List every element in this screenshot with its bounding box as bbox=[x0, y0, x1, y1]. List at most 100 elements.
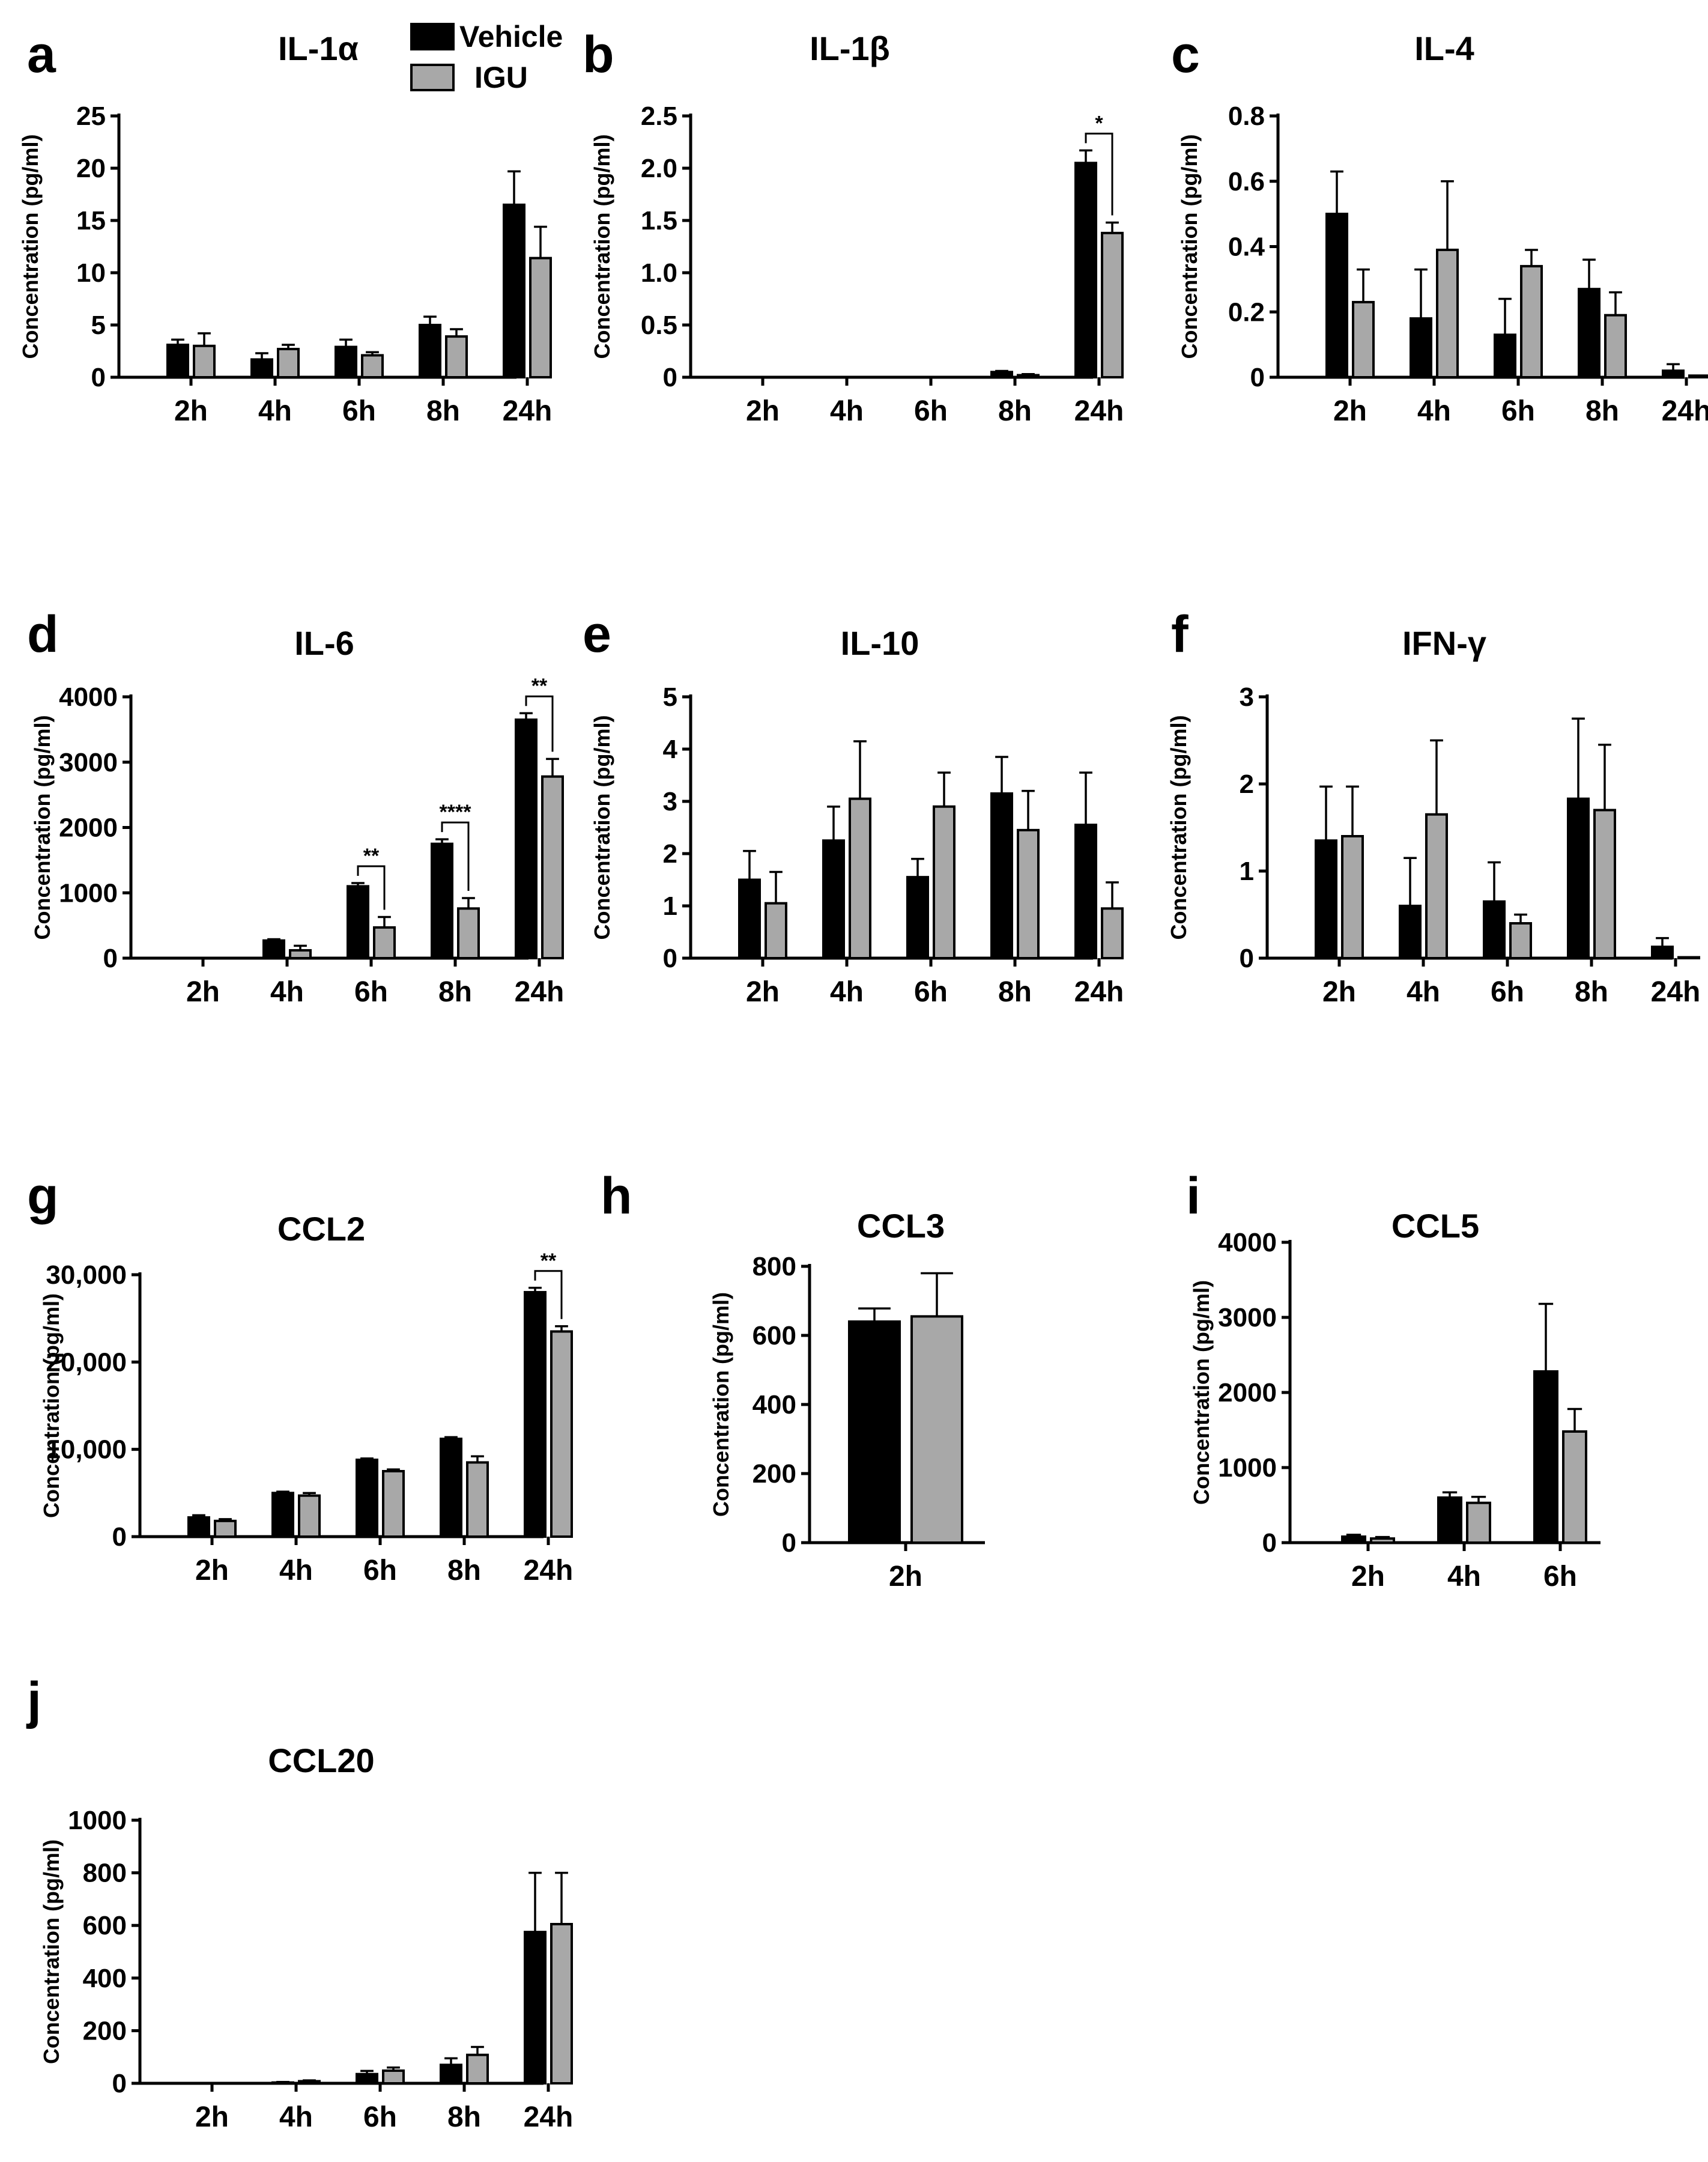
chart-title: CCL5 bbox=[1392, 1207, 1479, 1245]
y-tick-label: 600 bbox=[753, 1321, 796, 1350]
x-tick-label: 2h bbox=[746, 976, 780, 1008]
y-axis-title: Concentration (pg/ml) bbox=[30, 715, 55, 940]
y-tick-label: 2.0 bbox=[641, 154, 677, 183]
y-tick-label: 1 bbox=[1240, 857, 1254, 886]
y-tick-label: 0 bbox=[1250, 363, 1265, 392]
x-tick-label: 4h bbox=[830, 976, 864, 1008]
x-tick-label: 2h bbox=[1333, 395, 1367, 427]
bar-vehicle-24h bbox=[1074, 162, 1097, 378]
bar-igu-4h bbox=[298, 2080, 321, 2085]
x-tick-label: 8h bbox=[447, 2101, 481, 2133]
bar-igu-8h bbox=[466, 1461, 489, 1538]
bar-vehicle-8h bbox=[419, 324, 441, 378]
y-tick-label: 4000 bbox=[59, 682, 118, 712]
panel-letter: h bbox=[601, 1167, 632, 1225]
x-tick-label: 4h bbox=[1407, 976, 1440, 1008]
x-tick-label: 24h bbox=[524, 2101, 574, 2133]
chart-title: CCL20 bbox=[268, 1741, 374, 1779]
panel-letter: c bbox=[1171, 26, 1200, 84]
chart-title: IL-4 bbox=[1414, 29, 1474, 67]
bar-vehicle-2h bbox=[738, 878, 761, 959]
y-tick-label: 0 bbox=[103, 944, 118, 973]
y-tick-label: 0 bbox=[112, 2069, 127, 2098]
y-tick-label: 20,000 bbox=[46, 1347, 127, 1377]
panel-letter: i bbox=[1186, 1167, 1201, 1225]
y-tick-label: 0 bbox=[91, 363, 106, 392]
x-tick-label: 8h bbox=[998, 976, 1032, 1008]
significance-bracket bbox=[534, 1270, 563, 1319]
y-tick-label: 3 bbox=[1240, 682, 1254, 712]
y-tick-label: 20 bbox=[76, 154, 106, 183]
y-tick-label: 3 bbox=[663, 787, 677, 816]
bar-vehicle-4h bbox=[250, 358, 273, 378]
bar-igu-2h bbox=[765, 902, 787, 960]
y-tick-label: 800 bbox=[83, 1859, 127, 1888]
y-tick-label: 30,000 bbox=[46, 1260, 127, 1290]
x-tick-label: 8h bbox=[447, 1555, 481, 1587]
y-tick-label: 3000 bbox=[1218, 1303, 1277, 1332]
y-tick-label: 0 bbox=[1262, 1528, 1277, 1558]
bar-vehicle-24h bbox=[515, 718, 538, 959]
bar-vehicle-6h bbox=[1483, 900, 1506, 959]
y-tick-label: 15 bbox=[76, 206, 106, 235]
chart-title: IL-6 bbox=[294, 624, 354, 662]
bar-vehicle-2h bbox=[1315, 839, 1337, 959]
chart-title: IL-1β bbox=[810, 29, 890, 67]
x-tick-label: 4h bbox=[830, 395, 864, 427]
chart-title: IFN-γ bbox=[1402, 624, 1486, 662]
x-tick-label: 2h bbox=[1351, 1561, 1385, 1593]
bar-igu-6h bbox=[382, 2069, 405, 2085]
x-tick-label: 2h bbox=[195, 2101, 229, 2133]
bar-vehicle-24h bbox=[1651, 946, 1674, 960]
bar-vehicle-8h bbox=[431, 842, 453, 959]
y-tick-label: 2 bbox=[663, 839, 677, 869]
bar-vehicle-2h bbox=[166, 344, 189, 378]
y-tick-label: 400 bbox=[753, 1390, 796, 1420]
y-tick-label: 0 bbox=[663, 363, 677, 392]
bar-igu-8h bbox=[457, 907, 480, 959]
y-tick-label: 4 bbox=[663, 735, 678, 764]
x-tick-label: 24h bbox=[1662, 395, 1708, 427]
y-tick-label: 0.6 bbox=[1228, 167, 1265, 196]
chart-title: IL-1α bbox=[278, 29, 359, 67]
bar-vehicle-8h bbox=[1578, 288, 1600, 378]
bar-igu-8h bbox=[1017, 374, 1040, 379]
x-tick-label: 6h bbox=[354, 976, 388, 1008]
bar-vehicle-4h bbox=[271, 1492, 294, 1538]
bar-igu-2h bbox=[214, 1519, 237, 1538]
bar-igu-6h bbox=[1520, 265, 1543, 378]
y-tick-label: 0.4 bbox=[1228, 232, 1265, 262]
x-tick-label: 4h bbox=[270, 976, 304, 1008]
bar-vehicle-8h bbox=[1567, 797, 1590, 960]
bar-vehicle-24h bbox=[524, 1291, 547, 1538]
x-tick-label: 2h bbox=[174, 395, 208, 427]
y-tick-label: 5 bbox=[663, 682, 677, 712]
y-tick-label: 10 bbox=[76, 258, 106, 288]
y-tick-label: 4000 bbox=[1218, 1228, 1277, 1257]
chart-panel-c: c IL-4 Concentration (pg/ml) 0 0.2 0.4 0.6 0.8 2… bbox=[1171, 26, 1708, 427]
bar-igu-2h bbox=[1370, 1537, 1395, 1544]
bar-vehicle-4h bbox=[822, 839, 845, 959]
chart-panel-e: e IL-10 Concentration (pg/ml) 0 1 2 3 4 5 2h 4h 6h 8… bbox=[583, 606, 1124, 1008]
panel-letter: b bbox=[583, 26, 614, 84]
bar-igu-4h bbox=[1425, 813, 1448, 959]
chart-panel-f: f IFN-γ Concentration (pg/ml) 0 1 2 3 2h 4h 6h 8h 2… bbox=[1166, 606, 1700, 1008]
x-tick-label: 2h bbox=[746, 395, 780, 427]
legend-swatch-vehicle bbox=[410, 23, 455, 50]
y-tick-label: 1 bbox=[663, 891, 677, 921]
y-tick-label: 1000 bbox=[68, 1806, 127, 1835]
bar-igu-2h bbox=[193, 344, 216, 378]
significance-bracket bbox=[525, 695, 554, 752]
bar-igu-6h bbox=[382, 1470, 405, 1538]
bar-igu-4h bbox=[289, 949, 312, 959]
y-tick-label: 25 bbox=[76, 102, 106, 131]
bar-vehicle-8h bbox=[440, 2063, 462, 2085]
chart-panel-h: h CCL3 Concentration (pg/ml) 0 200 400 600 800 2… bbox=[601, 1167, 985, 1593]
bar-igu-24h bbox=[529, 257, 552, 379]
y-tick-label: 1000 bbox=[59, 878, 118, 908]
bar-igu-8h bbox=[1017, 828, 1040, 959]
x-tick-label: 8h bbox=[998, 395, 1032, 427]
y-axis-title: Concentration (pg/ml) bbox=[590, 715, 614, 940]
bar-igu-6h bbox=[1509, 922, 1532, 959]
